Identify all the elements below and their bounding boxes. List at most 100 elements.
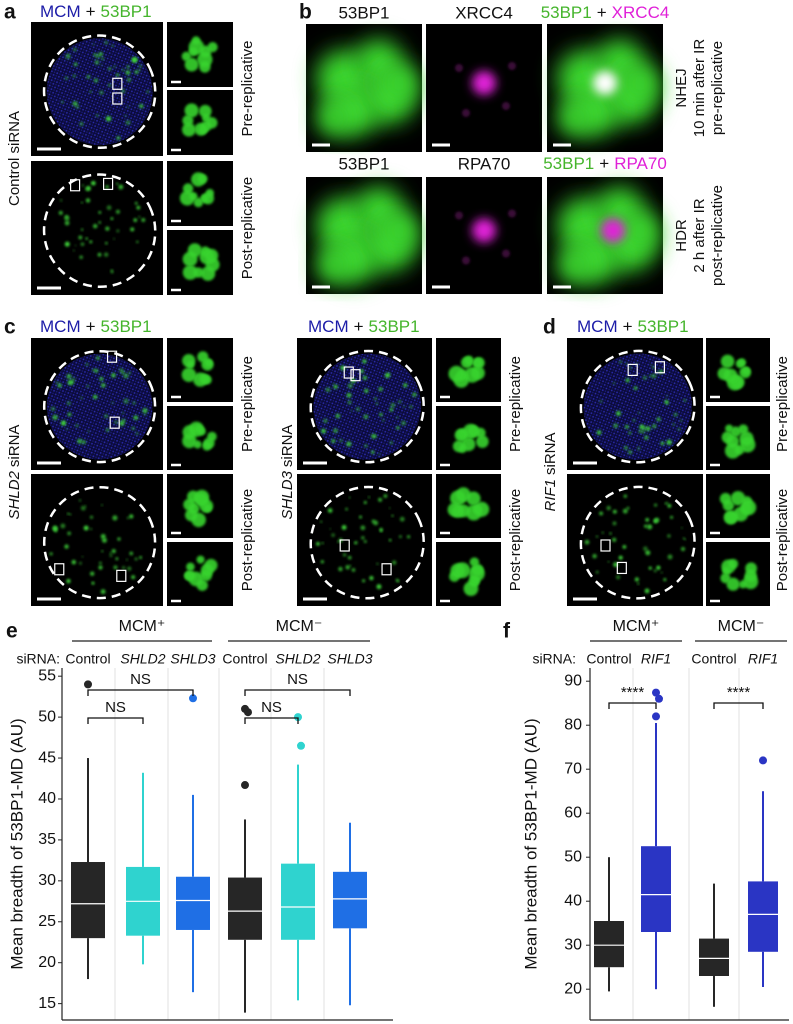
foci: [96, 356, 100, 360]
foci: [595, 570, 599, 574]
row-label: Post-replicative: [239, 489, 256, 592]
nucleus-mcm: [313, 353, 421, 460]
outlier: [652, 688, 660, 697]
foci: [634, 577, 640, 582]
foci: [139, 104, 144, 109]
foci: [64, 220, 70, 226]
foci: [667, 503, 672, 508]
foci: [362, 375, 367, 380]
foci: [121, 68, 125, 72]
foci: [403, 405, 406, 408]
foci: [138, 69, 141, 72]
header-plus: +: [86, 2, 96, 21]
condition-label: SHLD3 siRNA: [279, 425, 296, 520]
focus-blob: [202, 441, 212, 451]
nucleus-outline: [42, 485, 157, 600]
foci: [383, 494, 388, 498]
foci: [625, 362, 628, 365]
foci: [348, 496, 351, 499]
significance-bracket: [87, 717, 144, 724]
focus-blob: [742, 366, 751, 375]
column-label: RPA70: [458, 154, 511, 173]
foci: [78, 561, 82, 565]
foci: [645, 518, 650, 522]
foci: [60, 523, 66, 529]
foci: [378, 387, 383, 392]
nucleus-outline: [309, 349, 425, 464]
foci: [100, 383, 106, 388]
column-label: XRCC4: [455, 3, 513, 22]
foci: [337, 540, 340, 543]
foci: [136, 240, 139, 244]
focus-blob: [738, 580, 747, 589]
foci: [599, 400, 603, 403]
foci: [641, 430, 645, 434]
foci: [622, 508, 628, 514]
foci: [92, 368, 95, 372]
nucleus-outline: [309, 485, 425, 600]
focus-blob: [198, 104, 212, 118]
foci: [133, 218, 138, 223]
foci: [98, 211, 102, 214]
focus-glow: [557, 247, 593, 284]
focus-blob: [204, 359, 213, 368]
focus-glow: [502, 249, 510, 258]
foci: [361, 535, 365, 540]
foci: [632, 419, 636, 422]
foci: [321, 428, 326, 434]
focus-blob: [207, 431, 217, 442]
header-stain: 53BP1: [541, 3, 592, 22]
foci: [104, 414, 108, 418]
foci: [131, 575, 136, 580]
foci: [356, 407, 361, 412]
foci: [98, 565, 103, 570]
condition-label: pre-replicative: [709, 41, 726, 135]
foci: [129, 551, 134, 556]
panel-letter: e: [6, 620, 18, 643]
foci: [625, 425, 629, 429]
foci: [612, 537, 617, 542]
focus-blob: [472, 358, 483, 368]
foci: [346, 441, 352, 447]
foci: [628, 450, 632, 455]
foci: [363, 500, 367, 504]
foci: [130, 227, 135, 232]
row-label: Pre-replicative: [774, 356, 791, 452]
foci: [123, 398, 129, 404]
foci: [69, 513, 72, 516]
foci: [126, 105, 129, 108]
foci: [96, 114, 99, 117]
micrograph: [167, 90, 233, 155]
foci: [346, 392, 352, 398]
focus-blob: [454, 562, 471, 579]
roi-box: [106, 350, 118, 363]
foci: [131, 57, 137, 63]
row-label: Pre-replicative: [507, 356, 524, 452]
focus-glow: [462, 256, 470, 265]
foci: [320, 560, 324, 564]
focus-blob: [738, 358, 747, 367]
foci: [349, 564, 352, 567]
focus-blob: [197, 173, 208, 184]
foci: [125, 120, 131, 126]
foci: [663, 578, 667, 582]
sirna-word: siRNA: [6, 425, 23, 468]
foci: [91, 581, 94, 585]
foci: [116, 136, 121, 140]
focus-blob: [721, 431, 734, 444]
foci: [106, 205, 112, 211]
focus-blob: [720, 354, 735, 369]
foci: [141, 218, 146, 223]
significance-label: NS: [287, 671, 308, 688]
roi-box: [102, 177, 114, 191]
foci: [350, 409, 353, 412]
panel-letter: a: [4, 1, 16, 24]
roi-box: [54, 563, 65, 576]
focus-blob: [717, 367, 731, 381]
foci: [72, 101, 78, 107]
roi-box: [343, 366, 354, 379]
roi-box: [339, 539, 350, 552]
sirna-word: siRNA: [542, 432, 559, 475]
foci: [381, 419, 385, 422]
column-label: 53BP1 + RPA70: [543, 154, 667, 173]
